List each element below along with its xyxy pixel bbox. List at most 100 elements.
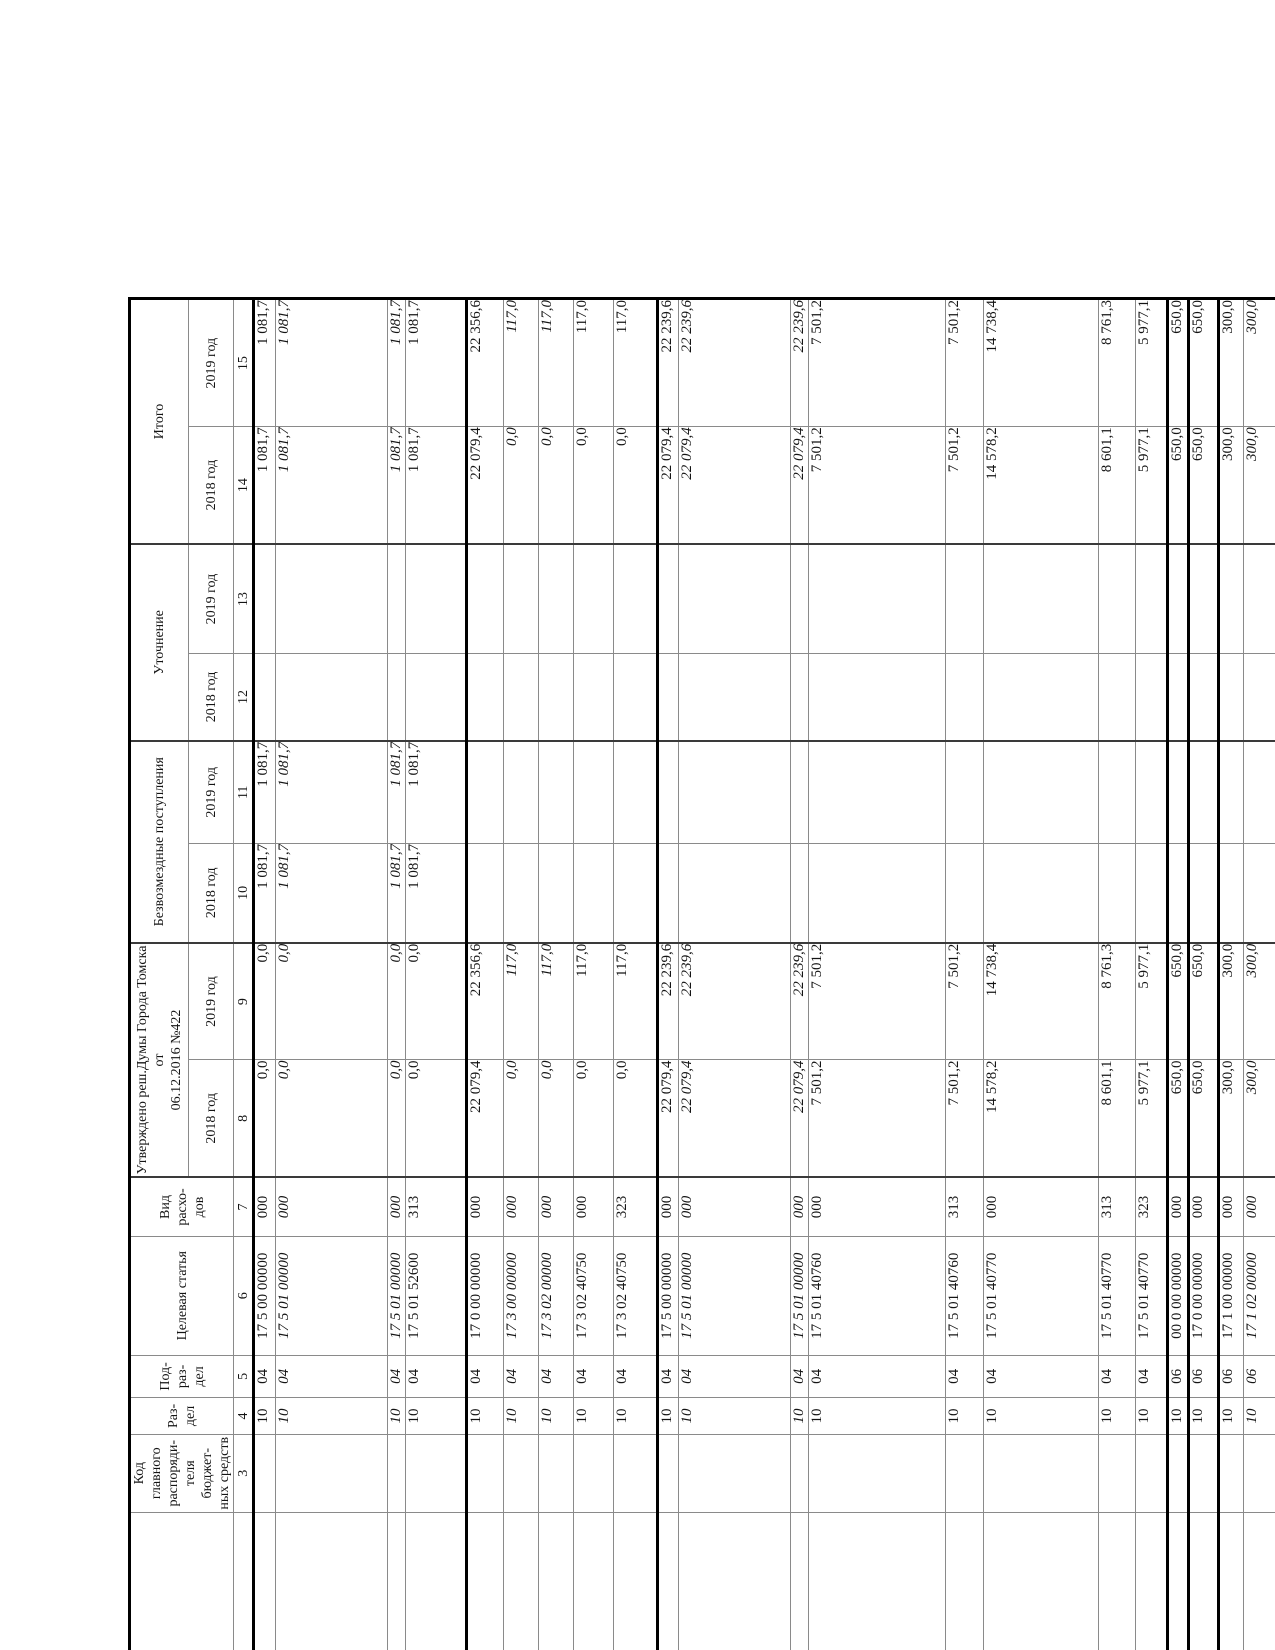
cell-approved-2018: 22 079,4 [790,1059,809,1178]
cell-approved-2018: 7 501,2 [945,1059,984,1178]
cell-approved-2018: 7 501,2 [808,1059,946,1178]
cell-grbs-code [405,1434,467,1513]
cell-target-article: 17 1 00 00000 [1218,1236,1244,1356]
cell-clarification-2018 [983,653,1099,741]
cell-expense-type: 000 [503,1177,539,1237]
cell-total-2019: 22 239,6 [657,298,679,427]
table-row: ия при всех формах устройства печения, в… [405,298,467,1650]
cell-grbs-code [573,1434,614,1513]
cell-clarification-2018 [253,653,276,741]
cell-total-2019: 300,0 [1243,298,1275,427]
cell-total-2019: 14 738,4 [983,298,1099,427]
cell-razdel: 10 [1218,1397,1244,1435]
cell-podrazdel: 04 [538,1355,574,1398]
column-number: 6 [233,1236,254,1356]
column-number: 13 [233,543,254,654]
cell-expense-type: 000 [466,1177,504,1237]
cell-description: детства" [657,1512,679,1650]
cell-clarification-2019 [538,543,574,654]
cell-total-2019: 1 081,7 [275,298,388,427]
cell-razdel: 10 [405,1397,467,1435]
table-row: тление отдельных бласти социальной ирот … [275,298,388,1650]
cell-target-article: 17 0 00 00000 [1188,1236,1219,1356]
cell-total-2019: 117,0 [573,298,614,427]
cell-approved-2019: 117,0 [613,942,658,1060]
cell-target-article: 17 5 01 00000 [387,1236,406,1356]
cell-gratuitous-2018 [945,843,984,943]
cell-gratuitous-2018 [1188,843,1219,943]
cell-expense-type: 000 [1243,1177,1275,1237]
cell-total-2018: 22 079,4 [790,426,809,544]
header-grbs-code: Код главного распоряди- теля бюджет- ных… [129,1434,234,1513]
cell-gratuitous-2018 [1098,843,1136,943]
cell-clarification-2018 [1098,653,1136,741]
cell-podrazdel: 06 [1188,1355,1219,1398]
cell-approved-2018: 22 079,4 [678,1059,791,1178]
header-group-approved: Утверждено реш.Думы Города Томска от 06.… [129,942,189,1178]
column-number: 11 [233,740,254,844]
cell-target-article: 17 3 02 40750 [573,1236,614,1356]
cell-gratuitous-2019 [808,740,946,844]
cell-podrazdel: 04 [790,1355,809,1398]
cell-gratuitous-2018 [613,843,658,943]
cell-target-article: 17 3 00 00000 [503,1236,539,1356]
cell-clarification-2018 [1188,653,1219,741]
cell-podrazdel: 04 [945,1355,984,1398]
cell-gratuitous-2019 [678,740,791,844]
cell-clarification-2019 [983,543,1099,654]
cell-approved-2019: 22 356,6 [466,942,504,1060]
table-row: оциальная поддержка100417 0 00 000000002… [466,298,504,1650]
cell-clarification-2019 [573,543,614,654]
cell-total-2018: 300,0 [1243,426,1275,544]
cell-podrazdel: 04 [253,1355,276,1398]
cell-approved-2018: 0,0 [538,1059,574,1178]
cell-grbs-code [253,1434,276,1513]
cell-gratuitous-2019 [790,740,809,844]
column-number: 5 [233,1355,254,1398]
cell-gratuitous-2018 [1135,843,1168,943]
cell-approved-2019: 300,0 [1218,942,1244,1060]
cell-gratuitous-2018: 1 081,7 [253,843,276,943]
header-year: 2018 год [188,1059,234,1178]
cell-description: льной политики [1167,1512,1189,1650]
cell-clarification-2018 [538,653,574,741]
cell-target-article: 17 5 01 40760 [808,1236,946,1356]
cell-grbs-code [538,1434,574,1513]
cell-target-article: 17 5 01 40770 [1135,1236,1168,1356]
cell-total-2018: 0,0 [573,426,614,544]
cell-target-article: 17 3 02 40750 [613,1236,658,1356]
cell-description: тление отдельных бласти социальной ирот … [275,1512,388,1650]
cell-gratuitous-2018 [573,843,614,943]
cell-target-article: 17 5 01 40770 [1098,1236,1136,1356]
cell-expense-type: 000 [983,1177,1099,1237]
cell-total-2018: 0,0 [613,426,658,544]
cell-approved-2018: 22 079,4 [466,1059,504,1178]
cell-description: альной поддержки во йствам [945,1512,984,1650]
cell-grbs-code [657,1434,679,1513]
cell-clarification-2019 [657,543,679,654]
cell-razdel: 10 [466,1397,504,1435]
cell-total-2019: 22 239,6 [790,298,809,427]
cell-clarification-2018 [1243,653,1275,741]
column-number: 10 [233,843,254,943]
cell-grbs-code [1218,1434,1244,1513]
cell-total-2018: 7 501,2 [945,426,984,544]
cell-approved-2018: 0,0 [275,1059,388,1178]
cell-clarification-2018 [275,653,388,741]
cell-razdel: 10 [1188,1397,1219,1435]
cell-gratuitous-2019: 1 081,7 [253,740,276,844]
cell-gratuitous-2019: 1 081,7 [387,740,406,844]
cell-expense-type: 000 [1167,1177,1189,1237]
cell-gratuitous-2019: 1 081,7 [405,740,467,844]
cell-clarification-2019 [1218,543,1244,654]
cell-clarification-2018 [1135,653,1168,741]
cell-podrazdel: 04 [405,1355,467,1398]
cell-gratuitous-2018 [1218,843,1244,943]
cell-expense-type: 000 [253,1177,276,1237]
cell-gratuitous-2019 [1218,740,1244,844]
